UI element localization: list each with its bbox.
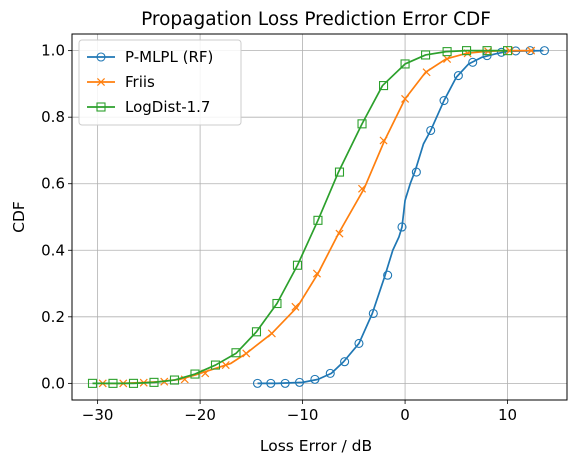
x-tick-label: −10 [287,406,319,424]
data-point-friis [358,184,367,193]
data-point-p-mlpl-rf [383,270,393,280]
y-axis-label: CDF [10,201,28,233]
chart-title: Propagation Loss Prediction Error CDF [141,9,491,30]
data-point-logdist-1-7 [272,298,282,309]
legend-marker [96,102,106,112]
data-point-p-mlpl-rf [426,125,436,136]
data-point-p-mlpl-rf [354,338,364,348]
data-point-logdist-1-7 [462,46,472,56]
series-logdist-1-7 [87,46,513,388]
data-point-logdist-1-7 [87,378,98,388]
x-tick-label: −20 [184,406,216,424]
data-point-p-mlpl-rf [325,368,335,378]
data-point-friis [242,349,251,358]
data-point-p-mlpl-rf [340,357,350,367]
series-line-logdist-1-7 [92,49,508,385]
x-tick-label: 0 [400,406,410,424]
data-point-logdist-1-7 [108,378,118,388]
tick-layer: −30 −20 −10 0 10 0.0 0.2 0.4 0.6 0.8 1.0 [41,42,517,424]
data-point-logdist-1-7 [421,50,431,60]
data-point-p-mlpl-rf [266,378,276,388]
data-point-p-mlpl-rf [310,374,320,384]
data-point-friis [312,269,321,278]
data-point-p-mlpl-rf [294,377,305,387]
data-point-logdist-1-7 [357,119,367,129]
data-point-friis [335,229,344,238]
x-axis-label: Loss Error / dB [260,437,372,455]
data-point-logdist-1-7 [379,81,389,91]
y-tick-label: 0.2 [41,308,65,326]
legend-box [78,39,242,126]
data-point-p-mlpl-rf [439,95,449,106]
data-point-logdist-1-7 [210,360,221,370]
data-point-p-mlpl-rf [496,47,506,57]
y-tick-label: 1.0 [41,42,65,60]
data-point-p-mlpl-rf [252,378,263,388]
data-point-logdist-1-7 [442,47,452,57]
legend-label: LogDist-1.7 [125,98,210,116]
y-tick-label: 0.6 [41,175,65,193]
legend-label: Friis [125,73,155,91]
legend: P-MLPL (RF) Friis LogDist-1.7 [78,39,242,126]
data-point-logdist-1-7 [128,378,139,388]
data-point-friis [422,68,431,77]
data-point-logdist-1-7 [149,377,159,387]
data-point-logdist-1-7 [313,215,323,225]
series-layer [87,46,550,388]
data-point-logdist-1-7 [482,46,492,56]
data-point-p-mlpl-rf [397,222,407,232]
data-point-p-mlpl-rf [280,378,290,388]
data-point-logdist-1-7 [334,167,345,177]
data-point-logdist-1-7 [169,375,180,385]
y-tick-label: 0.8 [41,108,65,126]
x-tick-label: 10 [498,406,517,424]
legend-marker [96,52,106,62]
x-tick-label: −30 [82,406,114,424]
data-point-friis [443,54,452,63]
data-point-friis [267,329,276,338]
data-point-logdist-1-7 [400,59,410,69]
plot-frame [71,33,568,401]
data-point-p-mlpl-rf [539,46,550,56]
data-point-logdist-1-7 [503,46,513,56]
y-tick-label: 0.4 [41,241,65,259]
data-point-logdist-1-7 [292,260,303,270]
legend-entry-friis: Friis [87,73,155,91]
data-point-p-mlpl-rf [411,167,421,177]
data-point-logdist-1-7 [251,327,262,337]
data-point-p-mlpl-rf [468,57,478,67]
legend-entry-logdist-1-7: LogDist-1.7 [87,98,210,116]
data-point-p-mlpl-rf [368,308,378,319]
data-point-friis [221,361,230,370]
series-line-p-mlpl-rf [257,49,544,385]
legend-entry-p-mlpl-rf: P-MLPL (RF) [87,48,213,66]
data-point-friis [379,136,388,145]
data-point-friis [291,302,300,311]
data-point-friis [527,46,536,55]
data-point-logdist-1-7 [231,348,241,358]
y-tick-label: 0.0 [41,374,65,392]
legend-marker [96,77,106,87]
data-point-logdist-1-7 [190,369,200,379]
data-point-p-mlpl-rf [453,71,463,81]
legend-label: P-MLPL (RF) [125,48,213,66]
series-p-mlpl-rf [252,46,550,388]
data-point-friis [401,94,410,103]
